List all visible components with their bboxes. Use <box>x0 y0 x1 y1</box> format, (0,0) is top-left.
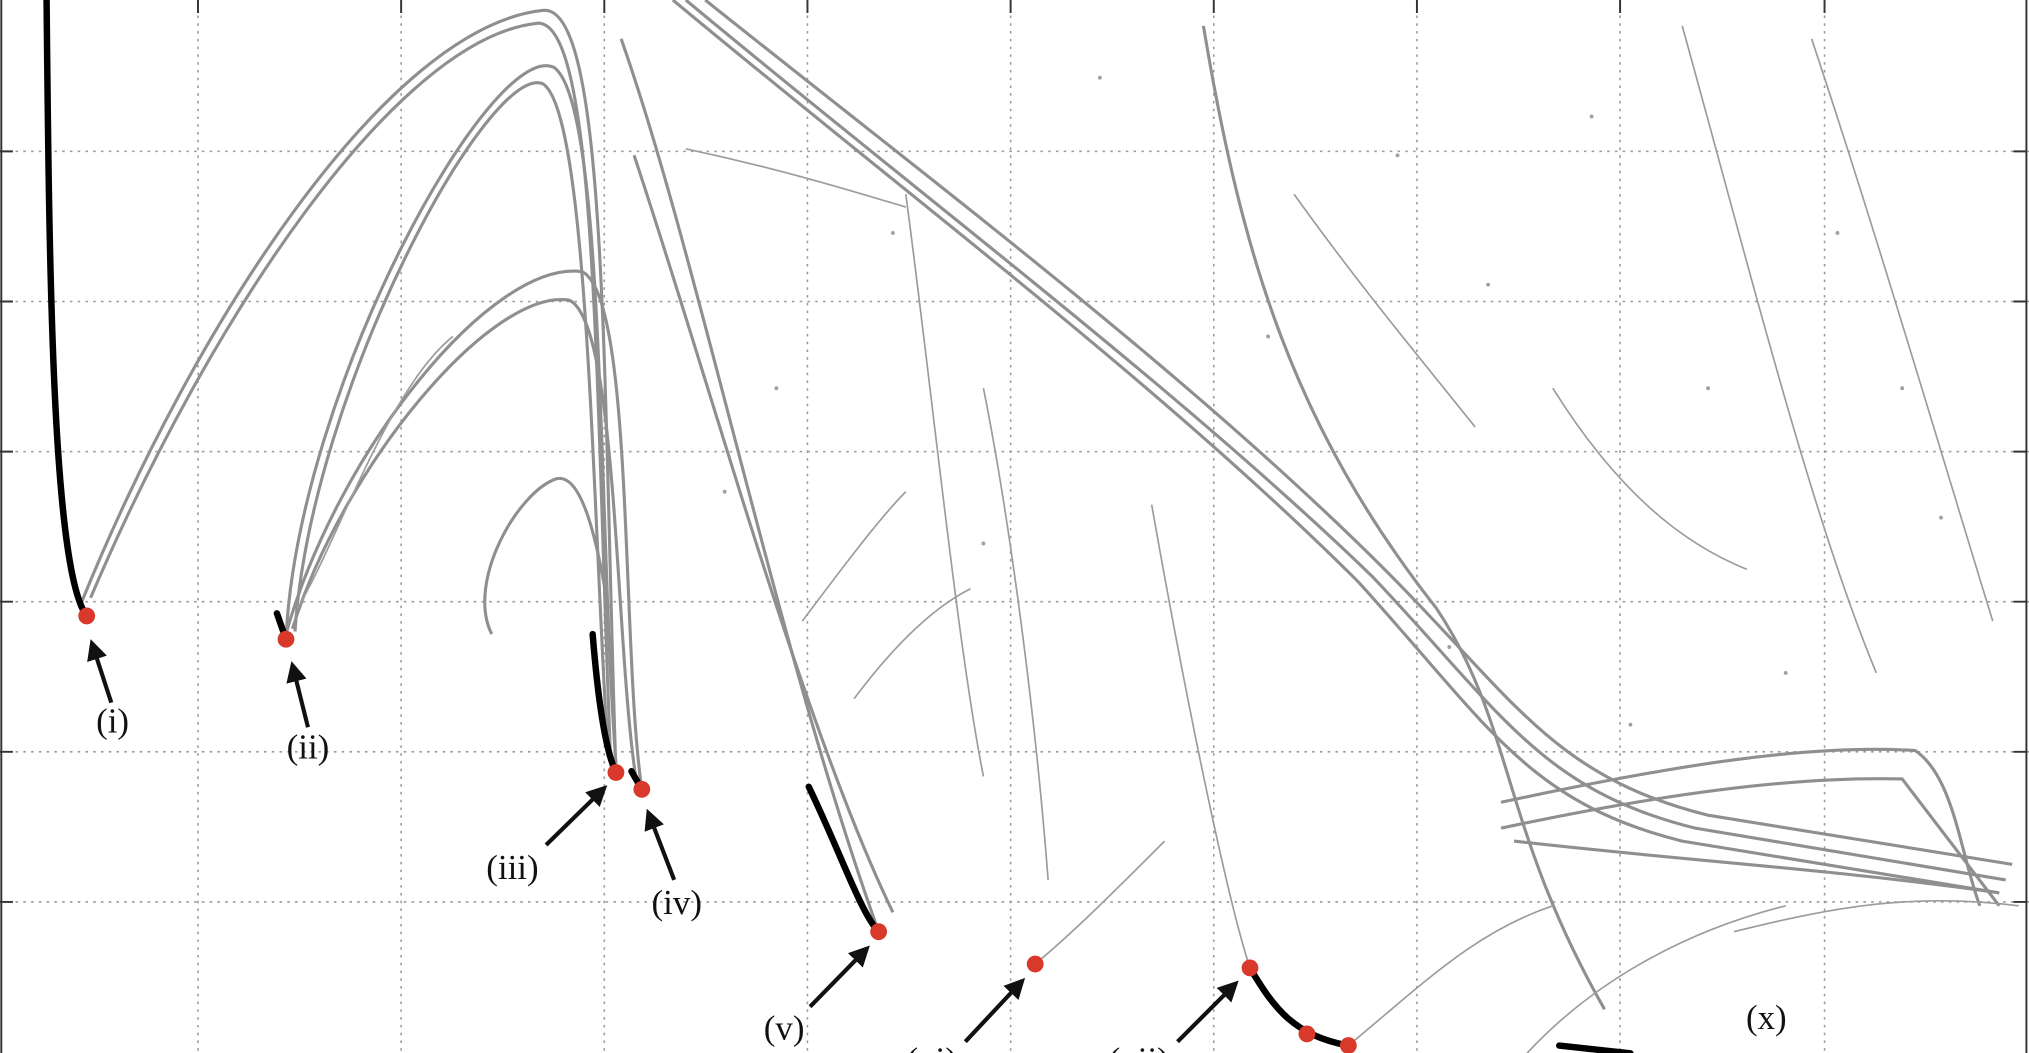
branches <box>78 0 2019 1053</box>
scatter-noise <box>722 75 1943 727</box>
annotation-label: (ii) <box>287 728 330 767</box>
arrows <box>87 639 1239 1044</box>
annotation-label: (v) <box>764 1008 805 1047</box>
annotation-label: (vi) <box>906 1041 956 1053</box>
annotation-label: (iv) <box>652 883 702 922</box>
highlighted-branches <box>43 0 1634 1053</box>
annotation-label: (x) <box>1746 998 1787 1037</box>
annotation-label: (vii) <box>1109 1041 1169 1053</box>
annotations: (i) (ii) (iii) (iv) (v) (vi) (vii) (x) <box>96 702 1787 1053</box>
bifurcation-points <box>78 607 1357 1053</box>
annotation-label: (i) <box>96 702 129 741</box>
annotation-label: (iii) <box>486 848 538 887</box>
